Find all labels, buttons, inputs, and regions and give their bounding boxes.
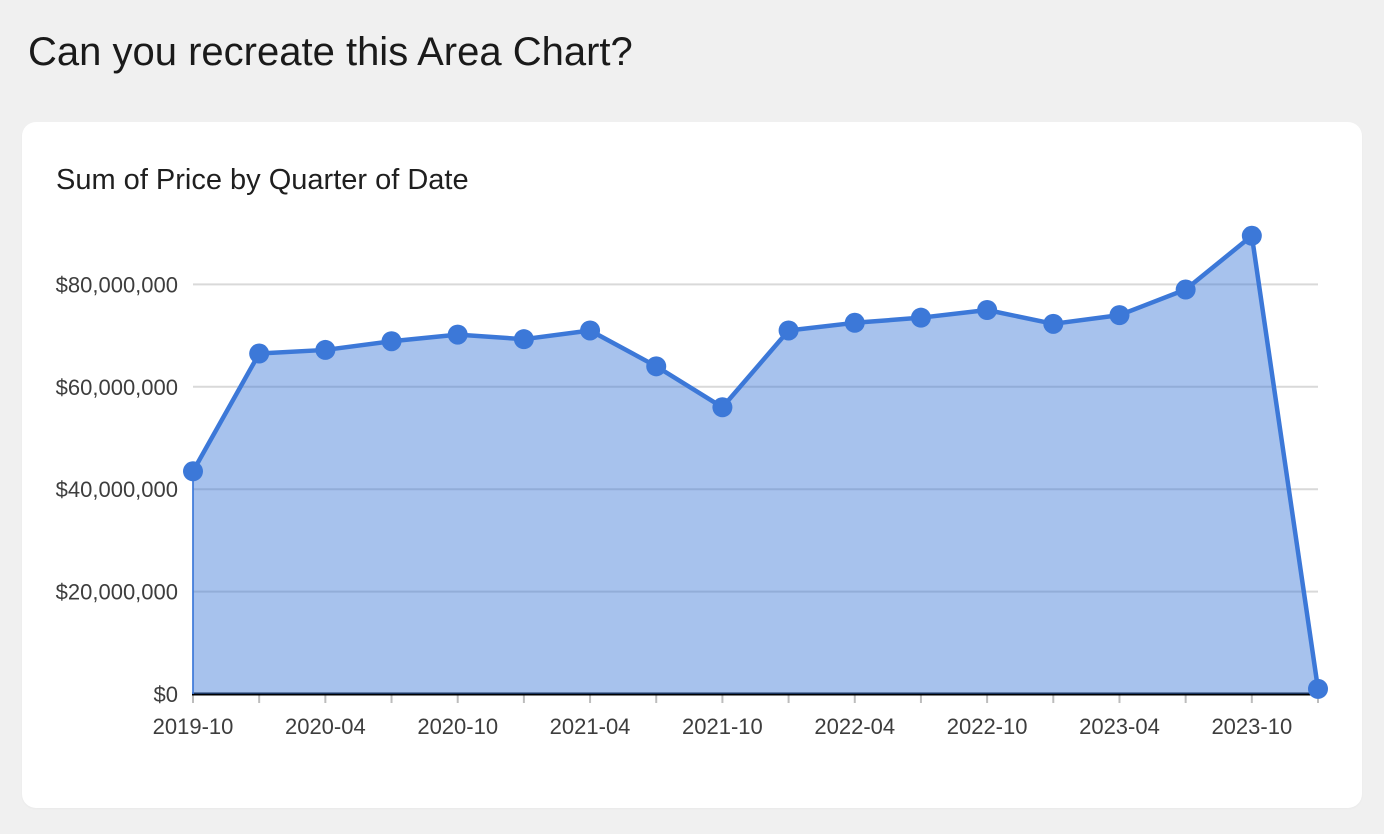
x-axis-label: 2021-04 [550,714,631,739]
data-point[interactable] [315,339,336,360]
data-point[interactable] [1308,678,1328,699]
data-point[interactable] [447,324,468,345]
data-point[interactable] [1175,279,1196,300]
x-axis-label: 2022-04 [814,714,895,739]
data-point[interactable] [381,331,402,352]
data-point[interactable] [1043,313,1064,334]
chart-title: Sum of Price by Quarter of Date [56,164,469,196]
x-axis-label: 2020-10 [417,714,498,739]
x-axis-label: 2023-10 [1211,714,1292,739]
y-axis-label: $60,000,000 [56,375,178,400]
data-point[interactable] [712,397,733,418]
area-fill[interactable] [193,235,1318,694]
x-axis-label: 2021-10 [682,714,763,739]
y-axis-label: $0 [154,682,178,707]
series-line [190,233,1321,692]
y-axis-label: $80,000,000 [56,272,178,297]
data-point[interactable] [910,307,931,328]
data-point[interactable] [183,461,203,482]
x-axis-label: 2022-10 [947,714,1028,739]
data-point[interactable] [844,312,865,333]
data-point[interactable] [1109,305,1130,326]
chart-card: Sum of Price by Quarter of Date $0 $20,00… [22,122,1362,808]
data-point[interactable] [580,320,601,341]
y-axis-label: $20,000,000 [56,580,178,605]
data-point[interactable] [977,300,998,320]
data-point[interactable] [1241,225,1262,246]
x-axis-label: 2020-04 [285,714,366,739]
y-axis-label: $40,000,000 [56,477,178,502]
x-axis-label: 2023-04 [1079,714,1160,739]
data-point[interactable] [249,343,270,364]
data-point[interactable] [646,356,667,377]
area-chart[interactable]: $0 $20,000,000 $40,000,000 $60,000,000 $80,0… [22,122,1362,808]
data-point[interactable] [513,329,534,350]
page-title: Can you recreate this Area Chart? [28,30,633,74]
data-point[interactable] [778,320,799,341]
x-axis-label: 2019-10 [153,714,234,739]
